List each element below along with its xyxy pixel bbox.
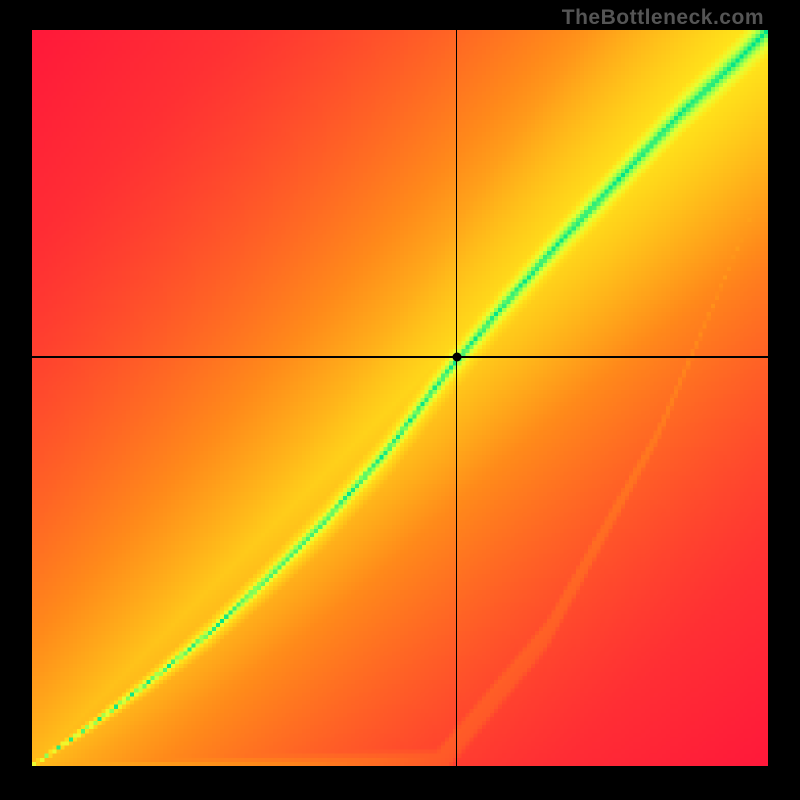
crosshair-vertical xyxy=(456,30,458,766)
bottleneck-heatmap xyxy=(32,30,768,766)
crosshair-horizontal xyxy=(32,356,768,358)
chart-container: TheBottleneck.com xyxy=(0,0,800,800)
watermark-text: TheBottleneck.com xyxy=(562,6,764,30)
crosshair-marker xyxy=(452,352,461,361)
plot-area xyxy=(32,30,768,766)
